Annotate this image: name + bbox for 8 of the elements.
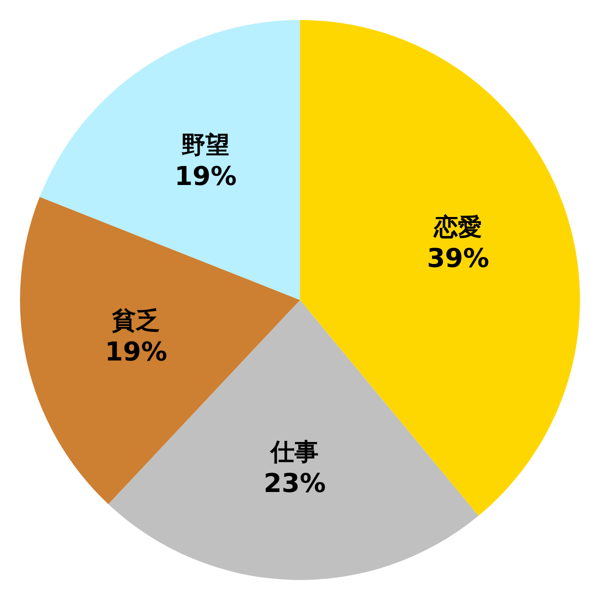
data-label: 19% [174, 162, 237, 192]
slice-label: 野望 [182, 131, 230, 160]
data-label: 39% [426, 244, 490, 274]
data-label: 19% [104, 338, 168, 368]
slice-label: 貧乏 [111, 306, 160, 335]
slice-label: 恋愛 [433, 213, 482, 242]
data-label: 23% [264, 468, 326, 499]
slice-label: 仕事 [270, 438, 319, 466]
